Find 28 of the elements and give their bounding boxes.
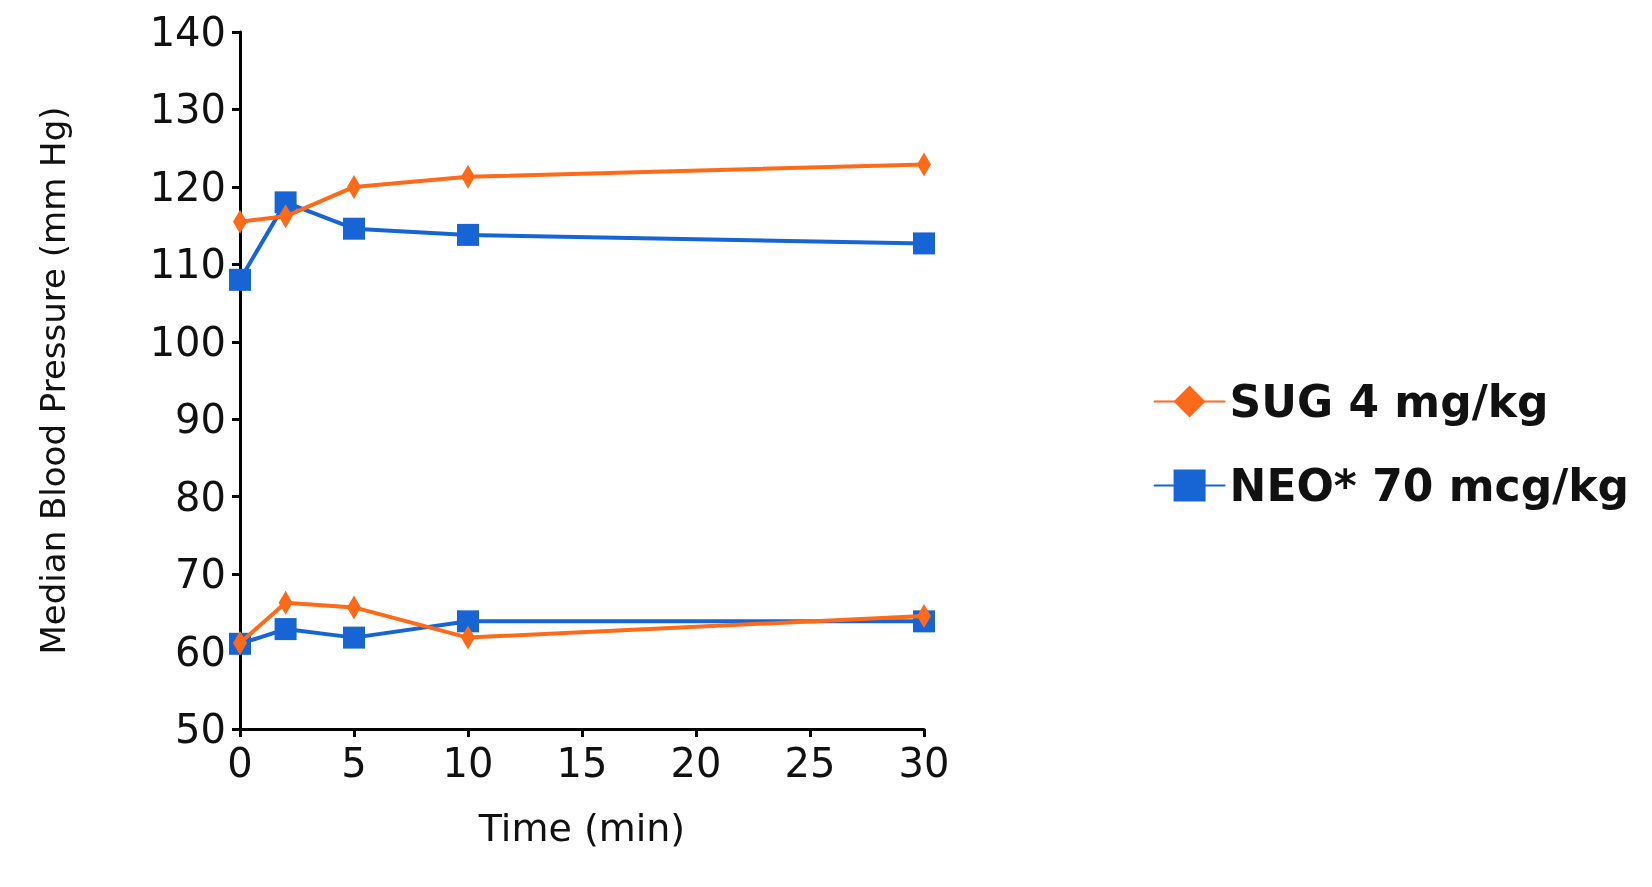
y-tick-label: 100: [149, 318, 226, 365]
legend-label: SUG 4 mg/kg: [1229, 376, 1549, 427]
y-tick-label: 130: [149, 86, 226, 133]
y-tick-label: 80: [175, 473, 226, 520]
point: [229, 268, 251, 291]
x-tick-label: 20: [670, 740, 722, 786]
x-tick-label: 5: [341, 740, 367, 786]
point: [343, 217, 365, 240]
x-tick-label: 30: [898, 740, 950, 786]
point: [343, 626, 365, 649]
y-tick-label: 90: [175, 396, 226, 443]
y-axis-title: Median Blood Pressure (mm Hg): [33, 106, 73, 655]
y-tick-label: 110: [149, 241, 226, 288]
point: [457, 223, 479, 246]
point: [913, 232, 935, 255]
x-axis-title: Time (min): [477, 806, 686, 850]
x-tick-label: 10: [442, 740, 494, 786]
y-tick-label: 50: [175, 706, 226, 752]
x-tick-label: 0: [227, 740, 253, 786]
y-tick-label: 120: [149, 163, 226, 210]
x-tick-label: 25: [784, 740, 836, 786]
point: [457, 610, 479, 633]
legend-label: NEO* 70 mcg/kg: [1229, 460, 1630, 511]
x-tick-label: 15: [556, 740, 608, 786]
point: [274, 618, 297, 641]
y-tick-label: 70: [175, 551, 226, 598]
y-tick-label: 60: [175, 628, 226, 675]
y-tick-label: 140: [149, 9, 226, 55]
